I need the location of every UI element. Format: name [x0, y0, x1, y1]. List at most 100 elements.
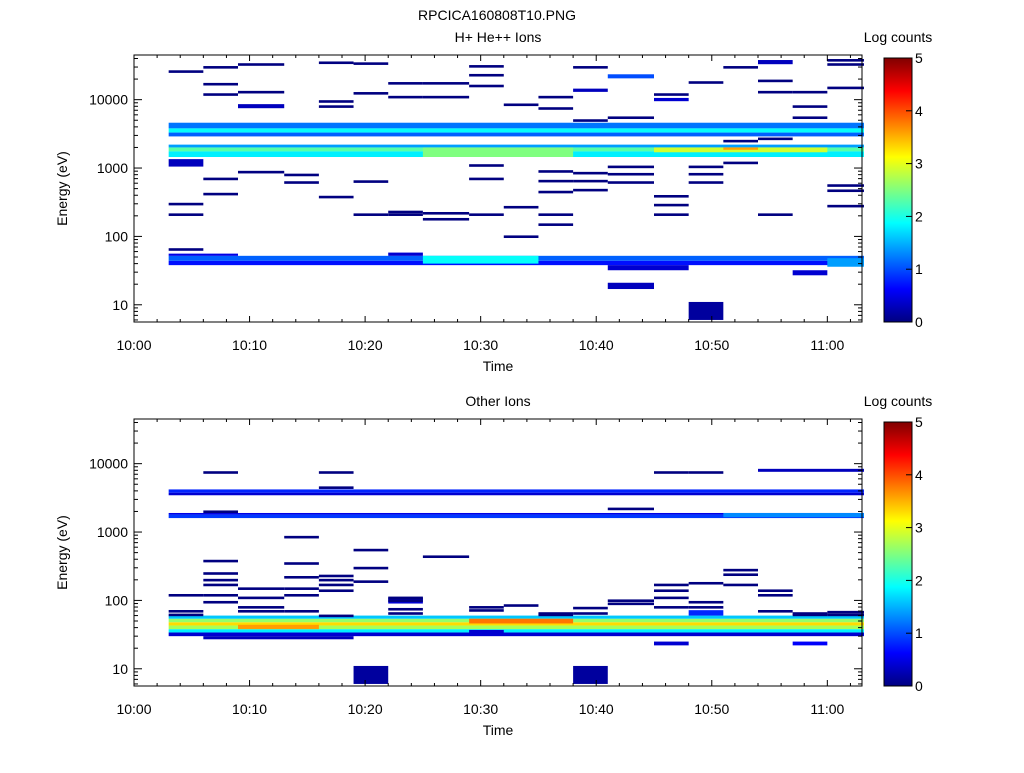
heat-line — [318, 486, 354, 489]
heat-line — [203, 93, 238, 96]
heat-line — [654, 471, 689, 474]
heat-cell — [168, 615, 864, 619]
heat-line — [723, 573, 758, 577]
heat-cell — [203, 636, 354, 640]
heat-line — [238, 610, 285, 613]
heat-line — [469, 84, 504, 88]
heat-line — [318, 61, 354, 65]
heat-line — [654, 589, 689, 593]
y-axis-label: Energy (eV) — [54, 515, 70, 590]
heat-cell — [238, 104, 285, 109]
heat-line — [203, 559, 238, 563]
y-axis-label: Energy (eV) — [54, 151, 70, 226]
heat-line — [607, 602, 654, 606]
heat-line — [538, 170, 574, 173]
heat-line — [422, 95, 470, 99]
colorbar-tick-label: 2 — [915, 572, 923, 588]
x-tick-label: 10:30 — [463, 337, 498, 353]
heat-cell — [654, 641, 689, 646]
x-tick-label: 10:50 — [694, 701, 729, 717]
heat-line — [469, 177, 504, 181]
colorbar-tick-label: 2 — [915, 208, 923, 224]
heat-line — [469, 213, 504, 216]
heat-line — [573, 66, 608, 69]
heat-cell — [168, 132, 864, 137]
heat-cell — [168, 128, 864, 133]
x-tick-label: 10:10 — [232, 337, 267, 353]
heat-line — [353, 566, 389, 570]
heat-line — [573, 119, 608, 122]
heat-line — [607, 599, 654, 603]
heat-cell — [353, 665, 389, 684]
heat-line — [538, 223, 574, 226]
y-tick-label: 10000 — [89, 92, 128, 108]
heat-cell — [168, 625, 864, 630]
heat-cell — [688, 301, 724, 320]
heat-line — [827, 86, 864, 90]
heat-line — [388, 599, 423, 603]
heat-line — [388, 596, 423, 600]
heat-line — [238, 606, 285, 609]
heat-line — [573, 612, 608, 615]
colorbar-tick-label: 0 — [915, 678, 923, 694]
heat-line — [688, 181, 724, 184]
y-tick-label: 1000 — [97, 160, 128, 176]
heat-line — [827, 204, 864, 208]
heat-line — [168, 248, 204, 251]
plot-frame — [133, 54, 863, 323]
heat-line — [573, 171, 608, 175]
colorbar-tick-label: 3 — [915, 156, 923, 172]
heat-line — [607, 507, 654, 511]
heat-line — [573, 179, 608, 183]
heat-line — [654, 596, 689, 600]
heat-line — [573, 606, 608, 610]
heat-line — [469, 73, 504, 77]
heat-line — [203, 600, 238, 604]
y-tick-label: 100 — [105, 592, 129, 608]
x-tick-label: 10:50 — [694, 337, 729, 353]
heat-line — [654, 194, 689, 198]
heat-cell — [607, 282, 654, 290]
heat-line — [758, 79, 793, 83]
heat-cell — [469, 618, 574, 624]
heat-line — [284, 181, 319, 184]
heat-cell — [792, 270, 828, 276]
heat-cell — [168, 512, 864, 515]
heat-line — [723, 583, 758, 587]
heat-line — [238, 587, 285, 590]
heat-line — [203, 177, 238, 181]
heat-line — [503, 103, 539, 107]
panel-2: 10:00 10:10 10:20 10:30 10:40 10:50 11:0010100… — [54, 393, 932, 738]
heat-line — [607, 181, 654, 184]
heat-cell — [168, 253, 238, 256]
heat-line — [203, 192, 238, 196]
colorbar-label: Log counts — [864, 29, 933, 45]
heat-cell — [723, 147, 758, 150]
heat-line — [318, 614, 354, 618]
heat-line — [538, 213, 574, 216]
heat-line — [353, 62, 389, 65]
heat-line — [203, 510, 238, 514]
heat-line — [654, 606, 689, 609]
heat-line — [388, 82, 423, 85]
heat-line — [203, 66, 238, 69]
colorbar-tick-label: 1 — [915, 261, 923, 277]
heat-line — [168, 610, 204, 613]
heat-line — [388, 210, 423, 214]
heat-line — [792, 613, 828, 617]
colorbar-tick-label: 4 — [915, 103, 923, 119]
heat-line — [318, 100, 354, 103]
colorbar-tick-label: 0 — [915, 314, 923, 330]
colorbar-tick-label: 5 — [915, 50, 923, 66]
x-tick-label: 10:30 — [463, 701, 498, 717]
y-tick-label: 10000 — [89, 456, 128, 472]
x-axis-label: Time — [483, 358, 514, 374]
heat-line — [758, 589, 793, 593]
heat-line — [607, 172, 654, 176]
colorbar-tick-label: 4 — [915, 467, 923, 483]
heat-line — [654, 203, 689, 207]
heat-line — [723, 568, 758, 572]
plot-frame — [133, 418, 863, 687]
colorbar-tick-label: 5 — [915, 414, 923, 430]
